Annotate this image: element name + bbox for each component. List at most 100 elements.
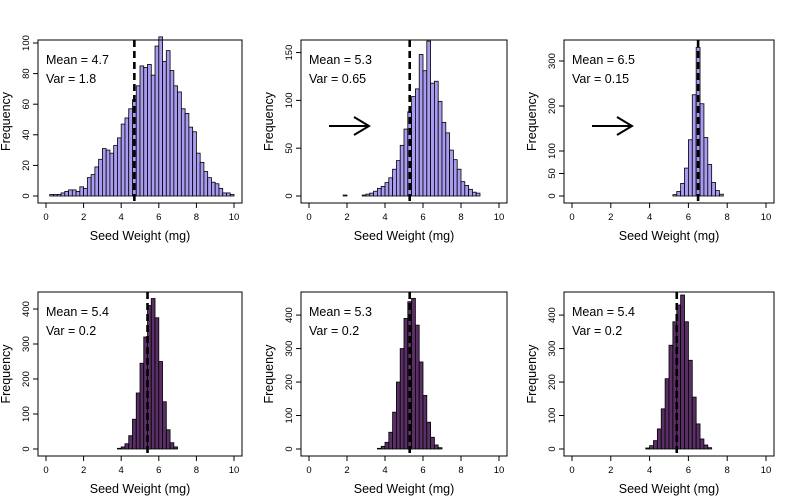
stat-annotation: Mean = 5.4: [46, 305, 109, 319]
y-tick-label: 0: [547, 446, 558, 451]
histogram-bar: [649, 445, 654, 450]
x-tick-label: 6: [420, 465, 425, 476]
histogram-bar: [195, 152, 201, 197]
histogram-bar: [207, 177, 212, 197]
x-axis-label: Seed Weight (mg): [90, 482, 191, 496]
histogram-bar: [68, 189, 73, 197]
histogram-bar: [426, 40, 431, 197]
histogram-bar: [79, 186, 84, 197]
histogram-bar: [441, 121, 447, 197]
histogram-bar: [430, 82, 435, 197]
stat-annotation: Var = 0.2: [572, 324, 622, 338]
x-tick-label: 2: [344, 212, 349, 223]
histogram-bar: [169, 70, 175, 197]
x-tick-label: 0: [43, 212, 48, 223]
histogram-bar: [715, 190, 720, 197]
histogram-bar: [680, 182, 685, 197]
y-axis-label: Frequency: [525, 91, 539, 151]
histogram-bar: [418, 361, 424, 450]
histogram-bar: [433, 444, 439, 450]
histogram-bar: [71, 189, 77, 197]
x-tick-label: 0: [43, 465, 48, 476]
y-tick-label: 200: [547, 374, 558, 390]
histogram-bar: [143, 67, 148, 197]
y-tick-label: 0: [21, 193, 32, 198]
histogram-bar: [656, 428, 662, 450]
stat-annotation: Var = 0.2: [309, 324, 359, 338]
histogram-bar: [414, 324, 420, 450]
histogram-bar: [422, 395, 428, 450]
histogram-bar: [60, 192, 66, 197]
histogram-bar: [475, 192, 481, 197]
y-tick-label: 40: [21, 130, 32, 141]
x-tick-label: 8: [458, 465, 463, 476]
histogram-bar: [124, 443, 130, 450]
histogram-bar: [395, 381, 401, 450]
histogram-bar: [719, 193, 724, 197]
histogram-bar: [392, 411, 397, 450]
histogram-bar: [691, 94, 697, 197]
histogram-bar: [188, 126, 194, 197]
histogram-bar: [226, 192, 231, 197]
x-tick-label: 0: [569, 212, 574, 223]
y-axis-label: Frequency: [262, 91, 276, 151]
x-tick-label: 6: [156, 465, 161, 476]
histogram-bar: [102, 148, 107, 197]
x-tick-label: 10: [494, 465, 505, 476]
histogram-bar: [162, 60, 167, 197]
histogram-bar: [132, 99, 137, 197]
histogram-bar: [90, 174, 96, 197]
y-tick-label: 100: [284, 92, 295, 108]
histogram-bar: [150, 298, 156, 450]
y-axis-label: Frequency: [262, 344, 276, 404]
histogram-bar: [376, 187, 382, 197]
histogram-bar: [699, 103, 705, 197]
y-tick-label: 100: [547, 408, 558, 424]
histogram-bar: [684, 167, 689, 197]
histogram-bar: [471, 191, 477, 197]
histogram-bar: [218, 187, 224, 197]
histogram-bar: [422, 70, 428, 197]
x-tick-label: 8: [458, 212, 463, 223]
right-arrow-icon: [329, 116, 371, 136]
x-tick-label: 4: [119, 212, 124, 223]
y-axis-label: Frequency: [0, 91, 13, 151]
histogram-bar: [418, 54, 424, 197]
histogram-bar: [680, 294, 685, 450]
histogram-bar: [392, 168, 397, 197]
histogram-bar: [64, 191, 69, 197]
x-tick-label: 8: [725, 212, 730, 223]
histogram-bar: [117, 447, 122, 450]
histogram-bar: [668, 344, 674, 450]
y-tick-label: 50: [547, 168, 558, 179]
y-tick-label: 50: [284, 143, 295, 154]
histogram-bar: [132, 418, 137, 450]
stat-annotation: Mean = 5.4: [572, 305, 635, 319]
stat-annotation: Var = 0.65: [309, 72, 366, 86]
histogram-bar: [403, 318, 409, 450]
y-tick-label: 400: [547, 307, 558, 323]
histogram-bar: [211, 181, 216, 197]
stat-annotation: Var = 0.2: [46, 324, 96, 338]
y-tick-label: 60: [21, 99, 32, 110]
stat-annotation: Var = 1.8: [46, 72, 96, 86]
x-tick-label: 10: [761, 212, 772, 223]
x-tick-label: 4: [647, 465, 652, 476]
histogram-bar: [229, 194, 235, 197]
histogram-bar: [399, 348, 405, 450]
histogram-bar: [688, 139, 693, 197]
histogram-bar: [128, 108, 133, 197]
histogram-bar: [214, 183, 220, 197]
x-tick-label: 0: [306, 465, 311, 476]
x-axis-label: Seed Weight (mg): [354, 482, 455, 496]
x-tick-label: 2: [81, 465, 86, 476]
y-tick-label: 200: [547, 98, 558, 114]
histogram-bar: [177, 91, 182, 197]
histogram-bar: [173, 85, 178, 197]
histogram-bar: [173, 446, 178, 450]
y-tick-label: 200: [284, 374, 295, 390]
x-tick-label: 6: [686, 465, 691, 476]
